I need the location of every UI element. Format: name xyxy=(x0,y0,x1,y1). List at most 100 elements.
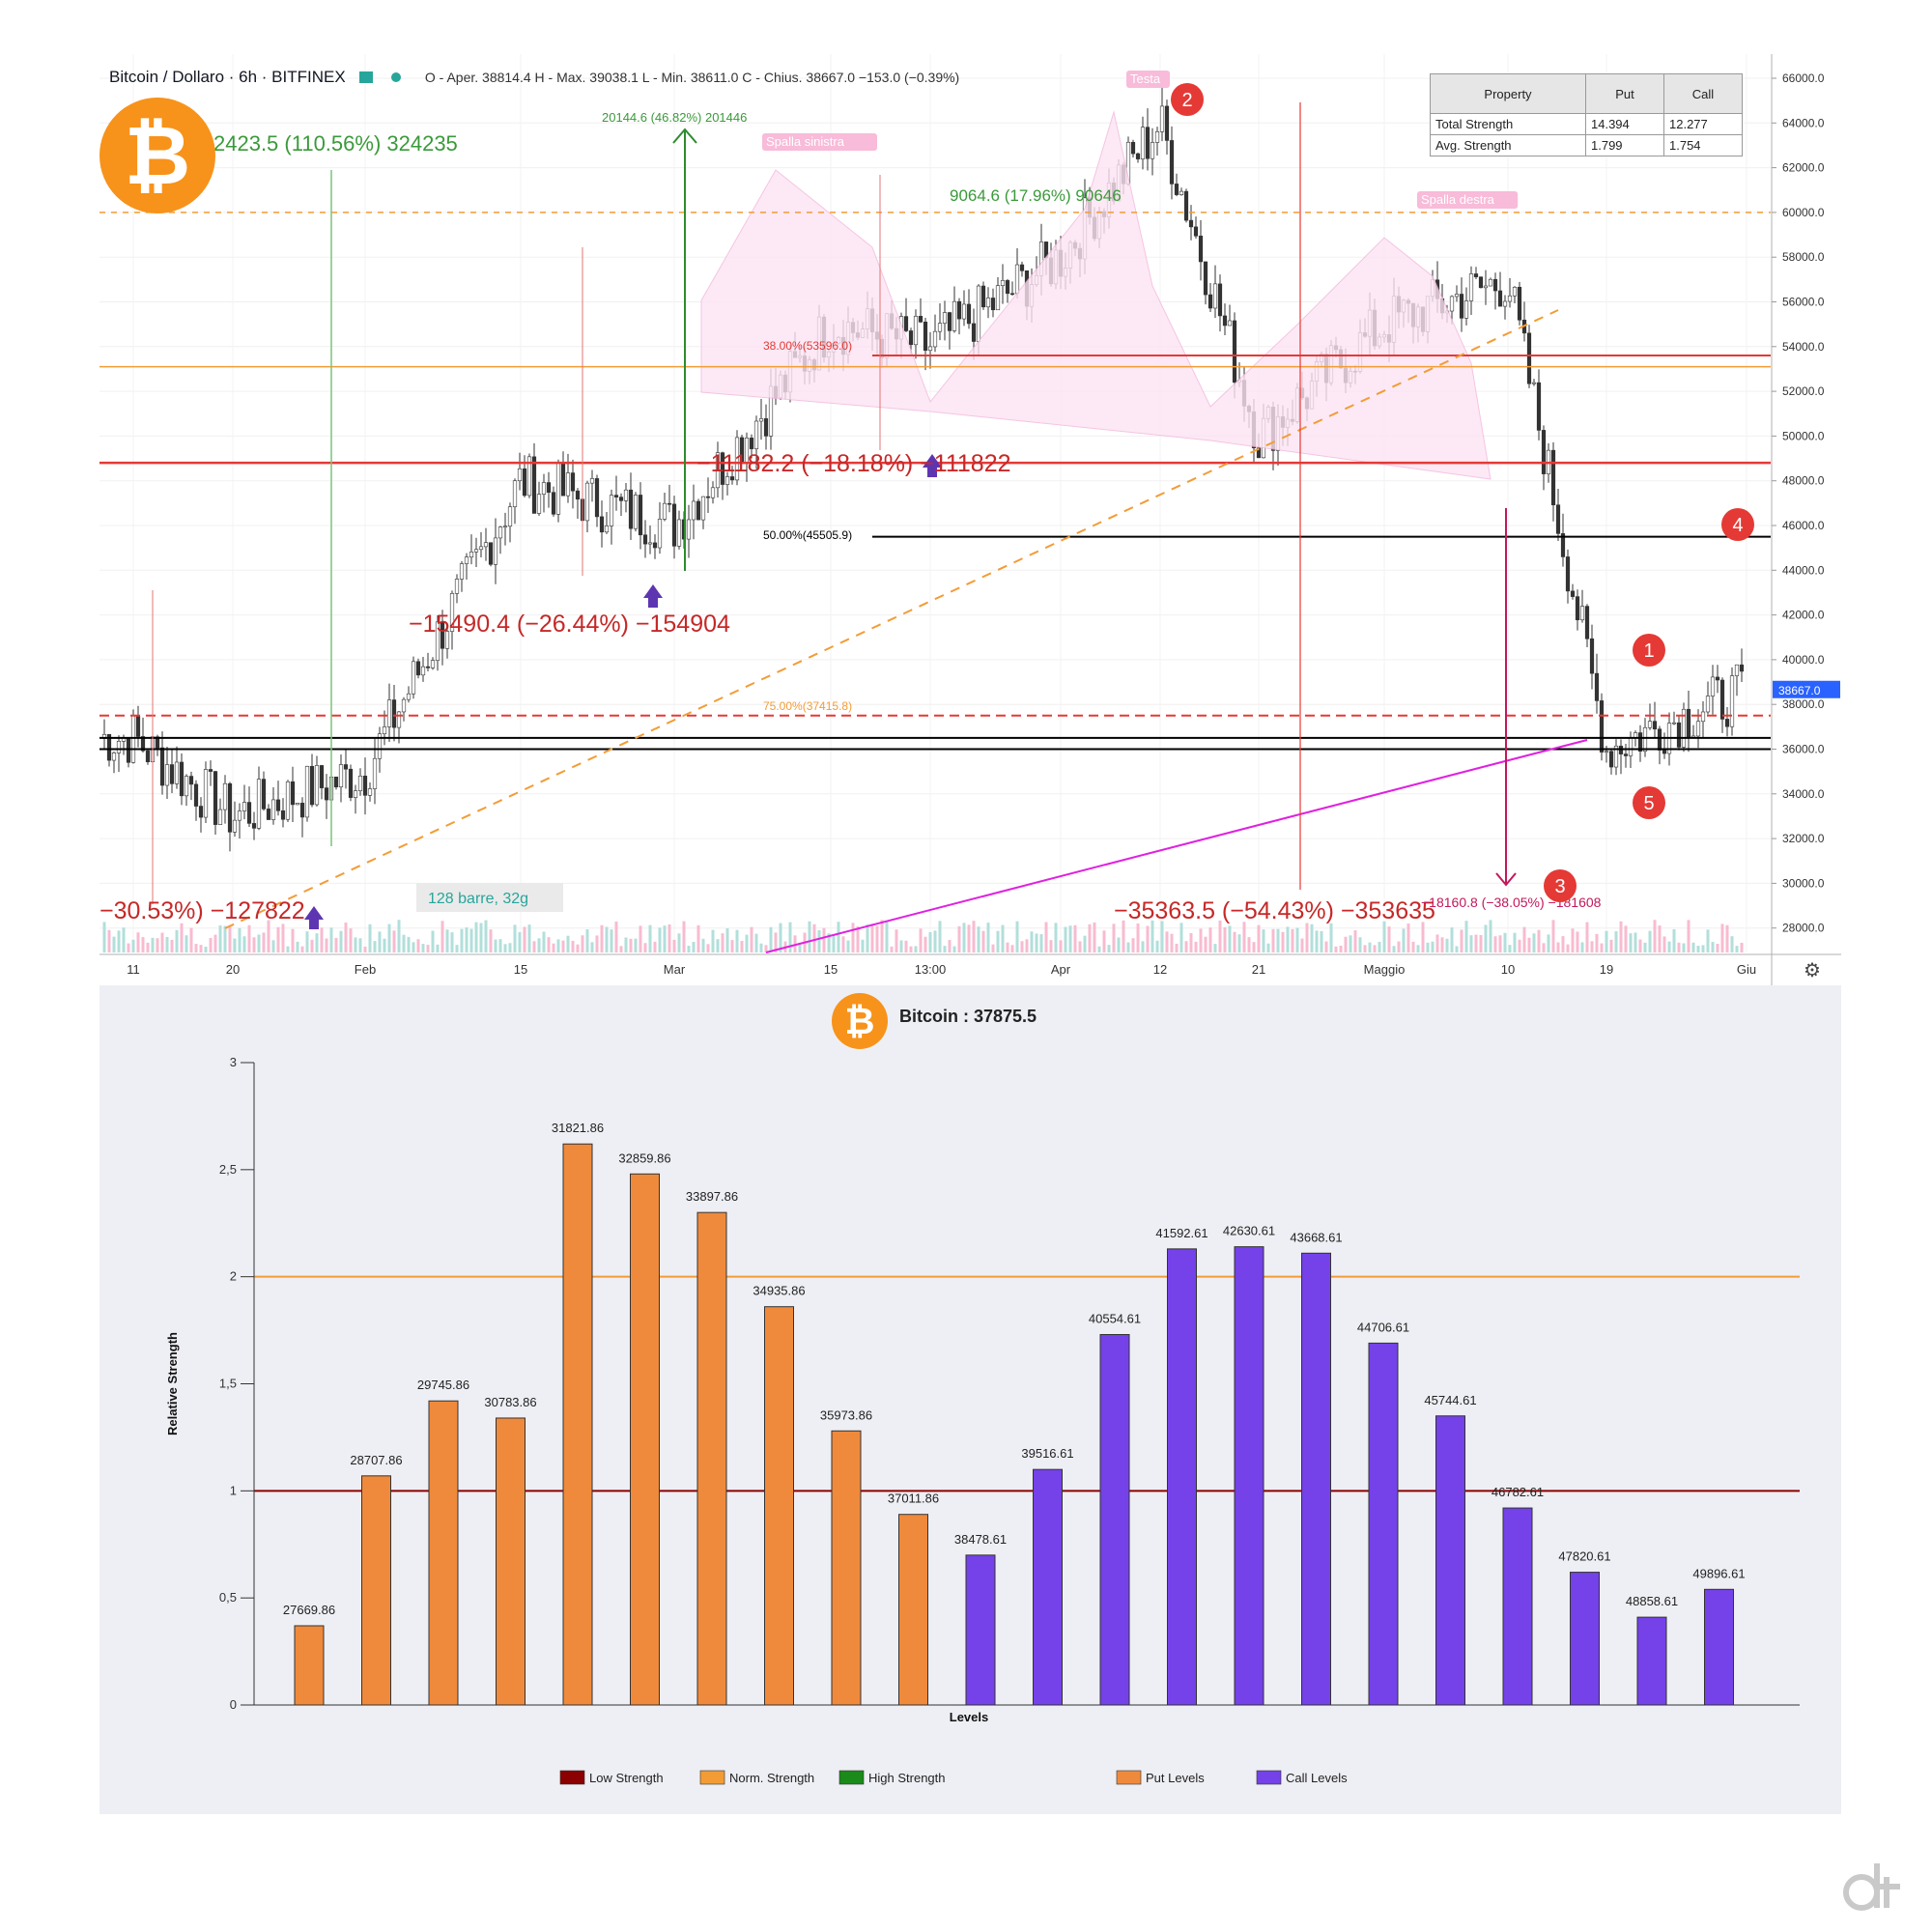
candle-body xyxy=(927,346,933,352)
candle-body xyxy=(1705,696,1711,713)
candle-body xyxy=(1208,294,1213,309)
volume-bar xyxy=(1595,933,1599,952)
volume-bar xyxy=(1242,922,1246,952)
candle-body xyxy=(512,480,518,507)
annotation-label: 20144.6 (46.82%) 201446 xyxy=(602,110,747,125)
candle-body xyxy=(391,699,397,728)
volume-bar xyxy=(977,926,980,952)
candle-body xyxy=(338,764,344,788)
candle-body xyxy=(497,526,503,539)
volume-bar xyxy=(1165,931,1169,952)
volume-bar xyxy=(566,935,570,952)
volume-bar xyxy=(996,930,1000,952)
price-tick-label: 50000.0 xyxy=(1782,429,1825,442)
price-tick-label: 30000.0 xyxy=(1782,876,1825,890)
volume-bar xyxy=(136,932,140,952)
volume-bar xyxy=(325,938,328,952)
volume-bar xyxy=(1179,923,1183,952)
volume-bar xyxy=(663,925,667,952)
symbol-label: Bitcoin / Dollaro · 6h · BITFINEX xyxy=(109,68,346,86)
volume-bar xyxy=(1093,922,1096,952)
candle-body xyxy=(918,316,923,323)
volume-bar xyxy=(1155,940,1159,952)
volume-bar xyxy=(788,922,792,952)
legend-swatch xyxy=(699,1770,725,1785)
candle-body xyxy=(1584,606,1590,639)
volume-bar xyxy=(358,938,362,952)
volume-bar xyxy=(885,922,889,952)
candle-body xyxy=(1676,722,1682,748)
candle-body xyxy=(710,487,716,498)
table-row: Total Strength 14.394 12.277 xyxy=(1430,113,1743,135)
volume-bar xyxy=(127,943,130,952)
volume-bar xyxy=(861,939,865,952)
volume-bar xyxy=(1576,931,1579,952)
last-price-label: 38667.0 xyxy=(1778,684,1821,697)
put-level-bar xyxy=(764,1306,794,1706)
annotation-label: −35363.5 (−54.43%) −353635 xyxy=(1114,897,1435,924)
candle-body xyxy=(295,803,300,806)
volume-bar xyxy=(1571,928,1575,952)
volume-bar xyxy=(286,946,290,952)
price-chart[interactable]: 2423.5 (110.56%) 324235 20144.6 (46.82%) … xyxy=(99,54,1841,985)
volume-bar xyxy=(1580,942,1584,952)
call-level-bar xyxy=(1435,1415,1465,1706)
candle-body xyxy=(309,765,315,806)
candle-body xyxy=(256,779,262,829)
pattern-label-bg xyxy=(1126,71,1170,88)
volume-bar xyxy=(440,921,444,952)
volume-bar xyxy=(556,939,560,952)
volume-bar xyxy=(267,920,270,952)
candle-body xyxy=(1589,638,1595,674)
candle-body xyxy=(261,779,267,810)
candle-body xyxy=(1473,273,1479,277)
col-header-call: Call xyxy=(1663,73,1743,114)
legend-swatch xyxy=(838,1770,865,1785)
volume-bar xyxy=(469,928,473,952)
volume-bar xyxy=(610,929,613,952)
volume-bar xyxy=(590,942,594,952)
call-level-bar xyxy=(1099,1334,1130,1706)
put-level-bar xyxy=(898,1514,928,1706)
candle-body xyxy=(314,765,320,806)
volume-bar xyxy=(170,939,174,952)
bar-value-label: 39516.61 xyxy=(1021,1446,1073,1461)
y-tick-label: 1 xyxy=(230,1483,237,1497)
volume-bar xyxy=(1339,946,1343,952)
volume-bar xyxy=(754,933,758,952)
price-tick-label: 44000.0 xyxy=(1782,563,1825,577)
volume-bar xyxy=(933,930,937,952)
candle-body xyxy=(575,490,581,500)
volume-bar xyxy=(1208,927,1212,952)
arrow-head-icon xyxy=(1495,872,1517,887)
volume-bar xyxy=(972,921,976,952)
volume-bar xyxy=(1556,942,1560,952)
candle-body xyxy=(749,438,754,449)
candle-body xyxy=(198,806,204,818)
volume-bar xyxy=(1078,941,1082,952)
candle-body xyxy=(469,552,474,557)
volume-bar xyxy=(672,939,676,952)
candle-body xyxy=(386,699,392,727)
candle-body xyxy=(1492,278,1498,292)
candle-body xyxy=(657,519,663,549)
call-level-bar xyxy=(1570,1572,1600,1706)
settings-gear-icon: ⚙ xyxy=(1804,960,1821,981)
candle-body xyxy=(560,463,566,497)
volume-bar xyxy=(204,946,208,952)
candle-body xyxy=(217,809,223,825)
volume-bar xyxy=(479,923,483,952)
candle-body xyxy=(169,764,175,784)
candle-body xyxy=(696,500,701,521)
volume-bar xyxy=(276,926,280,952)
candle-body xyxy=(266,809,271,820)
time-tick-label: 11 xyxy=(127,962,140,977)
volume-bar xyxy=(745,934,749,952)
candle-body xyxy=(275,799,281,811)
annotation-label: −11182.2 (−18.18%) −111822 xyxy=(696,450,1011,477)
volume-bar xyxy=(329,927,333,952)
candle-body xyxy=(1459,294,1464,319)
volume-bar xyxy=(1151,920,1154,952)
time-tick-label: 19 xyxy=(1600,962,1613,977)
price-tick-label: 56000.0 xyxy=(1782,296,1825,309)
